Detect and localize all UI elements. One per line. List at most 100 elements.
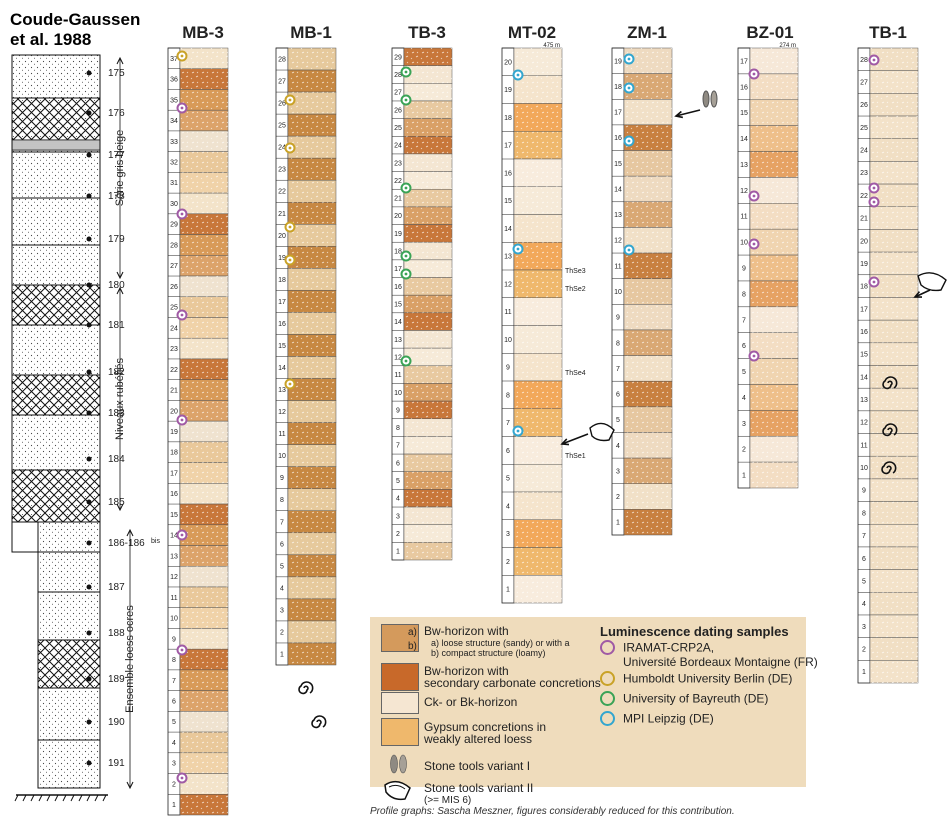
profile-layer-texture [180, 68, 228, 90]
profile-unit-number: 14 [614, 186, 622, 193]
profile-unit-number: 23 [394, 160, 402, 167]
profile-unit-number: 14 [278, 365, 286, 372]
luminescence-sample-core [627, 139, 631, 143]
profile-unit-number: 8 [172, 657, 176, 664]
spiral-icon [882, 376, 898, 390]
profile-layer-texture [870, 229, 918, 253]
profile-unit-number: 20 [504, 59, 512, 66]
profile-layer-texture [404, 100, 452, 119]
cg-step-inner [37, 521, 101, 553]
cg-group-arrow-bottom [116, 271, 124, 280]
profile-unit-number: 5 [172, 719, 176, 726]
profile-layer-texture [404, 489, 452, 508]
profile-layer-texture [288, 510, 336, 533]
profile-unit-number: 24 [394, 143, 402, 150]
profile-unit-number: 6 [742, 343, 746, 350]
legend-bw-carb-line1: Bw-horizon with [424, 664, 509, 678]
profile-layer-texture [180, 607, 228, 629]
luminescence-sample-core [516, 247, 520, 251]
profile-unit-number: 9 [742, 266, 746, 273]
cg-base-hatch [22, 794, 27, 802]
cg-depth-dot [86, 584, 92, 590]
profile-unit-number: 16 [394, 284, 402, 291]
profile-unit-number: 4 [742, 395, 746, 402]
profile-layer-texture [624, 406, 672, 433]
profile-unit-number: 3 [280, 607, 284, 614]
profile-layer-texture [514, 131, 562, 159]
profile-layer-texture [288, 114, 336, 137]
profile-unit-number: 5 [506, 476, 510, 483]
luminescence-sample-core [872, 186, 876, 190]
luminescence-sample-core [872, 200, 876, 204]
cg-depth-label: 189 [108, 674, 125, 685]
profile-layer-texture [870, 342, 918, 366]
profile-unit-number: 16 [278, 321, 286, 328]
mt02-label: ThSe3 [565, 268, 586, 275]
profile-unit-number: 15 [394, 302, 402, 309]
profile-unit-number: 25 [170, 305, 178, 312]
profile-unit-number: 30 [170, 201, 178, 208]
cg-thin-band [11, 139, 101, 151]
profile-unit-number: 11 [740, 214, 747, 221]
profile-unit-number: 31 [170, 180, 178, 187]
profile-unit-number: 26 [170, 284, 178, 291]
cg-depth-bis: bis [151, 538, 160, 545]
profile-layer-texture [870, 70, 918, 94]
profile-layer-texture [870, 501, 918, 525]
profile-layer-texture [870, 637, 918, 661]
profile-layer-texture [180, 545, 228, 567]
profile-unit-number: 21 [170, 388, 178, 395]
cg-depth-label: 177 [108, 150, 125, 161]
profile-layer-texture [180, 110, 228, 131]
profile-unit-number: 4 [506, 503, 510, 510]
cg-depth-label: 190 [108, 717, 125, 728]
profile-layer-texture [404, 224, 452, 243]
profile-unit-number: 10 [860, 465, 868, 472]
profile-unit-number: 3 [396, 513, 400, 520]
profile-unit-number: 12 [170, 574, 178, 581]
profile-unit-number: 4 [280, 585, 284, 592]
profile-tb-1: TB-1282726252423222120191817161514131211… [857, 23, 919, 684]
profile-unit-number: 20 [860, 238, 868, 245]
luminescence-sample-core [180, 776, 184, 780]
profile-layer-texture [180, 151, 228, 173]
profile-unit-number: 4 [396, 496, 400, 503]
profile-unit-number: 9 [280, 475, 284, 482]
profile-layer-texture [404, 471, 452, 490]
profile-unit-number: 3 [172, 761, 176, 768]
profile-unit-number: 7 [396, 443, 400, 450]
luminescence-sample-core [404, 254, 408, 258]
profile-layer-texture [514, 159, 562, 187]
profile-layer-texture [624, 304, 672, 330]
profile-unit-number: 28 [278, 57, 286, 64]
profile-layer-texture [404, 383, 452, 402]
profile-layer-texture [870, 48, 918, 71]
cg-group-arrow-top [116, 286, 124, 295]
profile-unit-number: 4 [616, 443, 620, 450]
profile-layer-texture [288, 598, 336, 621]
profile-layer-texture [180, 752, 228, 774]
profile-layer-texture [750, 280, 798, 307]
profile-layer-texture [750, 462, 798, 488]
profile-layer-texture [288, 466, 336, 489]
profile-unit-number: 1 [396, 549, 400, 556]
mt02-thse-labels: ThSe3 ThSe2 ThSe4 ThSe1 [565, 268, 586, 460]
profile-unit-number: 9 [616, 315, 620, 322]
coude-gaussen-groups: Série gris beige Niveaux rubéfiés Ensemble… [114, 56, 136, 790]
luminescence-sample-core [288, 146, 292, 150]
profile-unit-number: 22 [170, 367, 178, 374]
profile-layer-texture [288, 378, 336, 401]
profile-unit-number: 13 [394, 337, 402, 344]
profile-unit-number: 17 [614, 110, 622, 117]
profile-layer-texture [288, 488, 336, 511]
profile-layer-texture [180, 48, 228, 69]
profile-unit-number: 36 [170, 77, 178, 84]
profile-layer-texture [288, 48, 336, 71]
profile-unit-number: 3 [506, 531, 510, 538]
profile-layer-texture [750, 255, 798, 281]
cg-depth-label: 180 [108, 280, 125, 291]
cg-depth-dot [86, 193, 92, 199]
legend-bw-b: b) compact structure (loamy) [431, 648, 546, 658]
profile-title: MB-1 [290, 23, 332, 42]
